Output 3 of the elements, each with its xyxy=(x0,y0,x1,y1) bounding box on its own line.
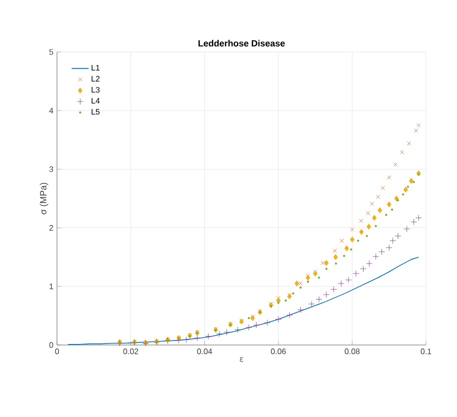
chart-title: Ledderhose Disease xyxy=(198,40,285,46)
x-axis-title: ε xyxy=(240,357,244,362)
y-axis-title: σ (MPa) xyxy=(40,182,48,214)
